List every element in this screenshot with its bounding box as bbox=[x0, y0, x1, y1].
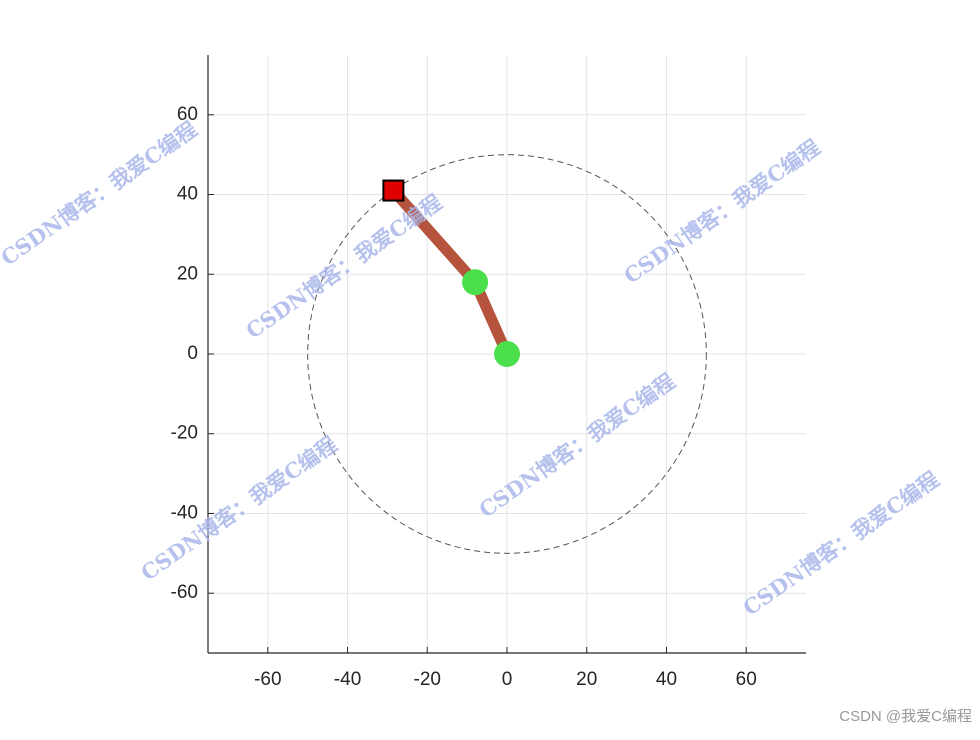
plot-area: -60 -40 -20 0 20 40 60 -60 -40 -20 0 20 40 60 bbox=[171, 55, 806, 690]
y-tick-label: -60 bbox=[171, 582, 198, 603]
x-tick-label: 0 bbox=[502, 669, 513, 690]
footer: CSDN @我爱C编程 bbox=[839, 708, 972, 725]
y-tick-label: 60 bbox=[177, 104, 198, 125]
workspace-circle bbox=[307, 154, 707, 554]
x-tick-label: 40 bbox=[656, 669, 677, 690]
x-tick-label: 60 bbox=[736, 669, 757, 690]
joint bbox=[494, 341, 520, 367]
y-tick-label: -40 bbox=[171, 502, 198, 523]
joint bbox=[462, 269, 489, 296]
y-tick-label: 20 bbox=[177, 263, 198, 284]
y-tick-label: 0 bbox=[187, 343, 198, 364]
end-effector bbox=[382, 179, 405, 202]
x-tick-label: -20 bbox=[414, 669, 441, 690]
y-tick-label: -20 bbox=[171, 423, 198, 444]
x-tick-label: 20 bbox=[576, 669, 597, 690]
x-tick-label: -60 bbox=[254, 669, 281, 690]
x-tick-label: -40 bbox=[334, 669, 361, 690]
y-tick-label: 40 bbox=[177, 184, 198, 205]
